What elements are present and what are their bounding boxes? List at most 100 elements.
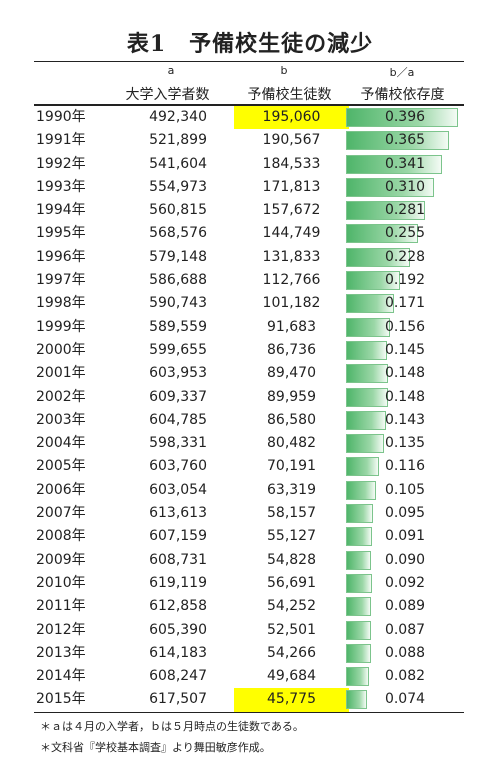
ratio-data-bar xyxy=(346,108,458,127)
table-row: 2015年 617,507 45,775 0.074 xyxy=(34,688,464,712)
table-row: 2011年 612,858 54,252 0.089 xyxy=(34,595,464,618)
table-row: 1994年 560,815 157,672 0.281 xyxy=(34,199,464,222)
ratio-data-bar xyxy=(346,201,426,221)
prep-students-cell: 144,749 xyxy=(262,225,321,242)
ratio-value: 0.074 xyxy=(384,691,426,708)
ratio-value: 0.143 xyxy=(384,411,426,428)
ratio-value: 0.087 xyxy=(384,621,426,638)
ratio-data-bar xyxy=(346,504,373,524)
ratio-cell: 0.091 xyxy=(346,525,464,548)
table-row: 2006年 603,054 63,319 0.105 xyxy=(34,479,464,502)
ratio-cell: 0.281 xyxy=(346,199,464,222)
ratio-data-bar xyxy=(346,457,379,477)
table-body: 1990年 492,340 195,060 0.396 1991年 521,899 190,… xyxy=(34,106,464,712)
year-cell: 1996年 xyxy=(36,248,86,265)
prep-students-cell: 112,766 xyxy=(262,272,321,289)
admissions-cell: 521,899 xyxy=(149,132,207,149)
table-row: 2010年 619,119 56,691 0.092 xyxy=(34,572,464,595)
ratio-data-bar xyxy=(346,247,411,267)
prep-students-cell: 54,252 xyxy=(267,598,316,615)
ratio-data-bar xyxy=(346,387,388,407)
table-row: 1999年 589,559 91,683 0.156 xyxy=(34,316,464,339)
ratio-value: 0.281 xyxy=(384,202,426,219)
admissions-cell: 599,655 xyxy=(149,341,207,358)
ratio-cell: 0.116 xyxy=(346,455,464,478)
ratio-value: 0.095 xyxy=(384,505,426,522)
ratio-cell: 0.192 xyxy=(346,269,464,292)
year-cell: 1997年 xyxy=(36,272,86,289)
ratio-cell: 0.145 xyxy=(346,339,464,362)
table-row: 2014年 608,247 49,684 0.082 xyxy=(34,665,464,688)
table-row: 1998年 590,743 101,182 0.171 xyxy=(34,292,464,315)
admissions-cell: 608,247 xyxy=(149,668,207,685)
note-1: ＊ａは４月の入学者，ｂは５月時点の生徒数である。 xyxy=(40,720,304,733)
ratio-cell: 0.074 xyxy=(346,688,464,711)
year-cell: 2005年 xyxy=(36,458,86,475)
ratio-cell: 0.082 xyxy=(346,665,464,688)
ratio-value: 0.156 xyxy=(384,318,426,335)
prep-students-cell: 63,319 xyxy=(267,481,316,498)
ratio-cell: 0.228 xyxy=(346,246,464,269)
ratio-data-bar xyxy=(346,667,370,687)
ratio-data-bar xyxy=(346,620,371,640)
table-row: 1996年 579,148 131,833 0.228 xyxy=(34,246,464,269)
prep-students-cell: 45,775 xyxy=(234,688,349,712)
table-row: 2004年 598,331 80,482 0.135 xyxy=(34,432,464,455)
ratio-cell: 0.396 xyxy=(346,106,464,129)
table-row: 2007年 613,613 58,157 0.095 xyxy=(34,502,464,525)
admissions-cell: 568,576 xyxy=(149,225,207,242)
ratio-data-bar xyxy=(346,527,372,547)
table-row: 2008年 607,159 55,127 0.091 xyxy=(34,525,464,548)
admissions-cell: 586,688 xyxy=(149,272,207,289)
ratio-cell: 0.088 xyxy=(346,642,464,665)
ratio-data-bar xyxy=(346,480,376,500)
ratio-data-bar xyxy=(346,434,385,454)
ratio-value: 0.135 xyxy=(384,435,426,452)
ratio-value: 0.088 xyxy=(384,644,426,661)
table-title: 表1 予備校生徒の減少 xyxy=(126,31,374,57)
bottom-rule xyxy=(34,712,464,713)
year-cell: 2001年 xyxy=(36,365,86,382)
col-b-letter: b xyxy=(280,64,288,77)
ratio-cell: 0.092 xyxy=(346,572,464,595)
prep-students-cell: 56,691 xyxy=(267,574,316,591)
year-cell: 2013年 xyxy=(36,644,86,661)
year-cell: 2014年 xyxy=(36,668,86,685)
prep-students-cell: 52,501 xyxy=(267,621,316,638)
ratio-value: 0.089 xyxy=(384,598,426,615)
prep-students-cell: 101,182 xyxy=(262,295,321,312)
ratio-value: 0.082 xyxy=(384,668,426,685)
admissions-cell: 492,340 xyxy=(149,109,207,125)
prep-students-cell: 89,959 xyxy=(267,388,316,405)
admissions-cell: 607,159 xyxy=(149,528,207,545)
table-row: 2009年 608,731 54,828 0.090 xyxy=(34,549,464,572)
ratio-cell: 0.089 xyxy=(346,595,464,618)
ratio-data-bar xyxy=(346,597,372,617)
table-row: 2000年 599,655 86,736 0.145 xyxy=(34,339,464,362)
admissions-cell: 617,507 xyxy=(149,691,207,708)
prep-students-cell: 91,683 xyxy=(267,318,316,335)
year-cell: 2007年 xyxy=(36,505,86,522)
prep-students-cell: 55,127 xyxy=(267,528,316,545)
ratio-data-bar xyxy=(346,410,387,430)
year-cell: 1998年 xyxy=(36,295,86,312)
admissions-cell: 614,183 xyxy=(149,644,207,661)
prep-students-cell: 195,060 xyxy=(234,106,349,130)
admissions-cell: 579,148 xyxy=(149,248,207,265)
table-row: 1990年 492,340 195,060 0.396 xyxy=(34,106,464,130)
ratio-value: 0.192 xyxy=(384,272,426,289)
top-rule xyxy=(34,61,464,62)
col-ratio-letter: b／a xyxy=(389,66,415,79)
prep-students-cell: 86,736 xyxy=(267,341,316,358)
table-row: 1993年 554,973 171,813 0.310 xyxy=(34,176,464,199)
prep-students-cell: 80,482 xyxy=(267,435,316,452)
year-cell: 1995年 xyxy=(36,225,86,242)
prep-students-cell: 184,533 xyxy=(262,155,321,172)
ratio-data-bar xyxy=(346,317,391,337)
ratio-value: 0.092 xyxy=(384,574,426,591)
admissions-cell: 603,953 xyxy=(149,365,207,382)
year-cell: 1999年 xyxy=(36,318,86,335)
year-cell: 1993年 xyxy=(36,178,86,195)
table-row: 1995年 568,576 144,749 0.255 xyxy=(34,222,464,245)
year-cell: 2006年 xyxy=(36,481,86,498)
